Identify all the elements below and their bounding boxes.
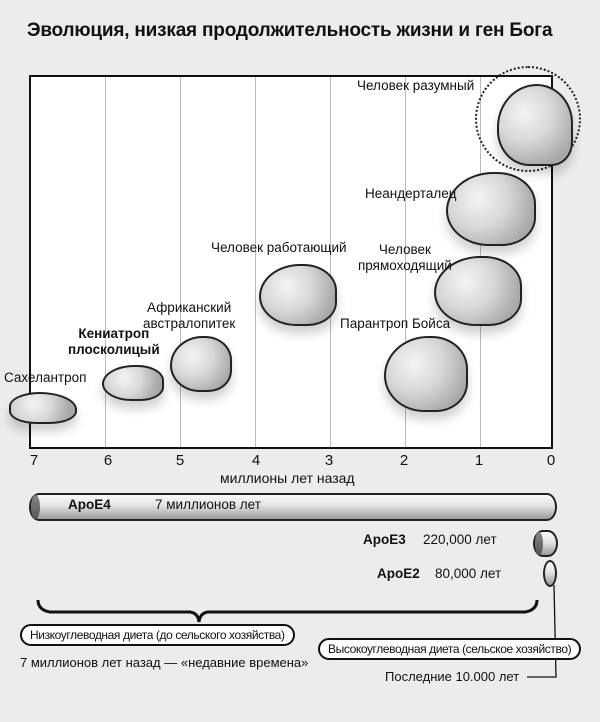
species-label: Человек работающий — [211, 240, 347, 255]
skull-homo-erectus-icon — [434, 256, 522, 326]
high-carb-note: Последние 10.000 лет — [385, 669, 520, 684]
tick-label: 7 — [29, 452, 39, 469]
tick-label: 5 — [175, 452, 185, 469]
tick-label: 3 — [324, 452, 334, 469]
gridline — [180, 77, 181, 447]
species-label: Парантроп Бойса — [340, 316, 451, 331]
bar-cap — [31, 495, 40, 519]
tick-label: 4 — [251, 452, 261, 469]
tick-label: 1 — [474, 452, 484, 469]
species-label: Человек разумный — [357, 78, 475, 93]
tick-label: 6 — [103, 452, 113, 469]
label-line: Кениатроп — [78, 326, 150, 341]
label-line: прямоходящий — [358, 258, 452, 273]
apoe3-bar — [533, 530, 558, 557]
low-carb-note: 7 миллионов лет назад — «недавние времен… — [20, 655, 309, 670]
tick-label: 2 — [399, 452, 409, 469]
gridline — [255, 77, 256, 447]
species-label: Кениатроп плосколицый — [68, 326, 160, 358]
skull-paranthropus-icon — [384, 336, 468, 412]
skull-neanderthal-icon — [446, 172, 536, 246]
bar-cap — [535, 532, 543, 555]
species-label: Человек прямоходящий — [358, 242, 452, 274]
tick-label: 0 — [546, 452, 556, 469]
gene-age: 7 миллионов лет — [155, 497, 261, 512]
gene-name: ApoE2 — [377, 566, 420, 581]
species-label: Африканский австралопитек — [143, 300, 235, 332]
gridline — [405, 77, 406, 447]
skull-sahelanthropus-icon — [9, 392, 77, 424]
gene-age: 220,000 лет — [423, 532, 497, 547]
skull-homo-habilis-icon — [259, 264, 337, 326]
gene-name: ApoE3 — [363, 532, 406, 547]
axis-label: миллионы лет назад — [220, 470, 355, 486]
high-carb-diet-label: Высокоуглеводная диета (сельское хозяйст… — [318, 638, 582, 660]
skull-kenyanthropus-icon — [102, 365, 164, 401]
label-line: Человек — [378, 242, 431, 257]
gridline — [105, 77, 106, 447]
apoe2-bar — [543, 560, 557, 587]
label-line: плосколицый — [68, 342, 160, 357]
label-line: австралопитек — [143, 316, 236, 331]
page-title: Эволюция, низкая продолжительность жизни… — [27, 20, 553, 41]
gene-name: ApoE4 — [68, 497, 111, 512]
label-line: Африканский — [147, 300, 232, 315]
skull-homo-sapiens-icon — [497, 84, 573, 166]
gridline — [330, 77, 331, 447]
species-label: Сахелантроп — [4, 370, 87, 385]
species-label: Неандерталец — [365, 186, 457, 201]
skull-australopithecus-icon — [170, 336, 232, 392]
low-carb-diet-label: Низкоуглеводная диета (до сельского хозя… — [20, 624, 295, 646]
apoe4-bar — [29, 493, 557, 521]
highlight-circle — [475, 66, 581, 172]
gene-age: 80,000 лет — [435, 566, 502, 581]
